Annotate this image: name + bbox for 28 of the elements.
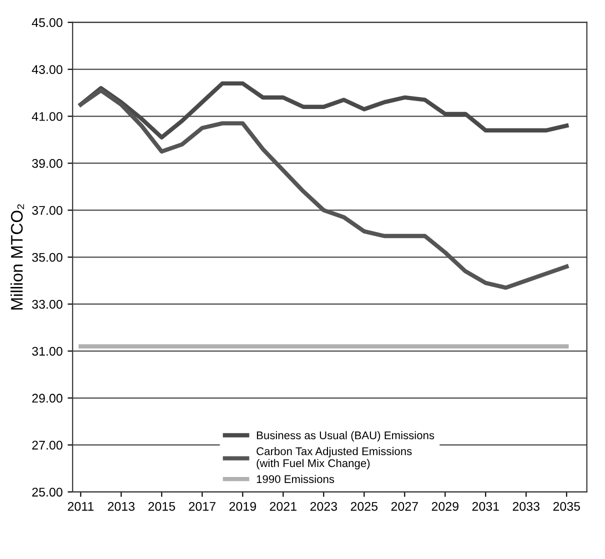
- legend-label: Carbon Tax Adjusted Emissions (with Fuel Mix Change): [256, 447, 412, 470]
- y-tick-label: 45.00: [32, 18, 62, 28]
- x-tick-label: 2017: [188, 502, 216, 511]
- y-tick-label: 33.00: [32, 300, 62, 309]
- y-tick-label: 27.00: [32, 440, 62, 450]
- y-tick-label: 31.00: [32, 346, 62, 356]
- x-tick-label: 2013: [108, 502, 135, 511]
- x-tick-label: 2023: [310, 502, 338, 511]
- x-tick-label: 2011: [68, 502, 94, 511]
- x-tick-label: 2031: [472, 502, 499, 511]
- x-tick-label: 2029: [432, 502, 458, 511]
- y-tick-label: 37.00: [32, 206, 62, 215]
- x-tick-label: 2025: [350, 502, 378, 511]
- x-tick-label: 2035: [553, 502, 580, 511]
- x-tick-label: 2021: [270, 502, 296, 511]
- x-tick-label: 2033: [512, 502, 540, 511]
- y-tick-label: 43.00: [32, 65, 62, 74]
- x-tick-label: 2019: [229, 502, 256, 511]
- y-tick-label: 29.00: [32, 394, 62, 403]
- x-tick-label: 2015: [148, 502, 176, 511]
- legend-label: 1990 Emissions: [256, 474, 334, 484]
- y-tick-label: 25.00: [32, 488, 62, 497]
- y-tick-label: 35.00: [32, 252, 62, 262]
- legend-label: Business as Usual (BAU) Emissions: [256, 431, 434, 442]
- y-tick-label: 39.00: [32, 159, 62, 168]
- x-tick-label: 2027: [391, 502, 418, 511]
- y-axis-title: Million MTCO₂: [10, 204, 24, 310]
- y-tick-label: 41.00: [32, 112, 62, 121]
